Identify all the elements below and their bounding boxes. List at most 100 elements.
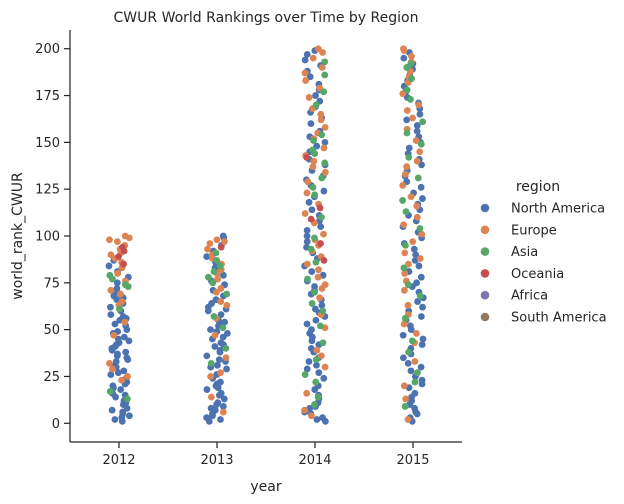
- legend-marker: [480, 247, 490, 256]
- data-point: [404, 281, 412, 289]
- data-point: [405, 348, 413, 356]
- data-point: [415, 262, 423, 270]
- data-point: [413, 213, 421, 221]
- data-point: [308, 300, 316, 307]
- data-point: [307, 344, 315, 352]
- data-point: [113, 285, 121, 292]
- data-point: [203, 386, 211, 393]
- y-tick-label: 50: [43, 323, 60, 338]
- data-point: [126, 412, 133, 420]
- y-tick-label: 75: [43, 276, 60, 291]
- data-point: [216, 346, 224, 354]
- data-point: [404, 301, 412, 309]
- data-point: [414, 369, 421, 377]
- data-point: [301, 69, 309, 77]
- data-point: [115, 253, 122, 260]
- data-point: [306, 73, 314, 81]
- data-point: [301, 406, 308, 414]
- y-ticks: 0 25 50 75 100 125 150 175 200: [35, 42, 70, 432]
- data-point: [418, 341, 426, 349]
- data-point: [214, 399, 222, 407]
- data-point: [311, 191, 319, 199]
- data-point: [318, 64, 326, 71]
- data-point: [220, 395, 228, 403]
- data-point: [321, 281, 329, 289]
- data-point: [217, 311, 225, 319]
- data-point: [107, 371, 115, 378]
- legend-label: Africa: [511, 289, 548, 304]
- data-point: [401, 249, 409, 257]
- data-point: [418, 230, 426, 238]
- legend-marker: [480, 225, 490, 235]
- chart-title: CWUR World Rankings over Time by Region: [114, 10, 419, 26]
- data-point: [318, 301, 326, 309]
- y-tick-label: 200: [35, 42, 60, 57]
- data-point: [204, 245, 211, 253]
- data-point: [321, 58, 329, 66]
- data-point: [314, 45, 322, 53]
- data-point: [415, 101, 423, 109]
- data-point: [222, 354, 230, 362]
- legend-label: North America: [511, 202, 605, 217]
- data-point: [312, 378, 320, 386]
- data-point: [320, 256, 328, 264]
- data-point: [217, 378, 224, 386]
- data-point: [219, 403, 227, 410]
- data-point: [399, 182, 407, 189]
- data-point: [313, 361, 320, 369]
- data-point: [219, 324, 227, 332]
- data-point: [312, 258, 320, 266]
- data-point: [315, 369, 323, 377]
- data-point: [125, 337, 133, 345]
- data-point: [417, 183, 425, 191]
- data-point: [211, 331, 219, 339]
- data-point: [407, 95, 414, 103]
- data-point: [120, 367, 128, 375]
- data-point: [413, 122, 421, 129]
- data-point: [306, 404, 314, 412]
- data-point: [217, 285, 225, 292]
- data-point: [403, 107, 411, 114]
- data-point: [107, 303, 114, 311]
- data-point: [307, 412, 315, 420]
- data-point: [222, 344, 230, 352]
- data-point: [412, 137, 420, 144]
- data-point: [316, 322, 324, 330]
- data-point: [419, 195, 426, 202]
- y-tick-label: 25: [43, 370, 60, 385]
- data-point: [211, 343, 219, 350]
- data-point: [401, 286, 408, 294]
- data-point: [320, 187, 328, 195]
- data-point: [317, 352, 325, 360]
- data-point: [318, 213, 325, 221]
- data-point: [124, 395, 131, 403]
- data-point: [217, 298, 225, 305]
- data-point: [413, 202, 421, 210]
- data-point: [403, 86, 411, 94]
- data-points: [105, 45, 427, 425]
- data-point: [209, 279, 217, 287]
- data-point: [119, 243, 126, 251]
- data-point: [400, 221, 408, 229]
- x-tick-label: 2012: [102, 453, 135, 468]
- data-point: [105, 359, 113, 367]
- data-point: [214, 361, 221, 369]
- data-point: [320, 374, 328, 382]
- data-point: [205, 273, 212, 281]
- data-point: [117, 386, 125, 393]
- data-point: [403, 129, 411, 137]
- y-tick-label: 175: [35, 89, 60, 104]
- data-point: [113, 238, 121, 246]
- data-point: [303, 189, 311, 197]
- data-point: [319, 339, 327, 347]
- data-point: [399, 331, 407, 339]
- data-point: [304, 275, 311, 283]
- data-point: [121, 232, 129, 240]
- data-point: [219, 408, 227, 416]
- y-axis: 0 25 50 75 100 125 150 175 200 world_rank_CWUR: [10, 30, 71, 442]
- data-point: [405, 260, 412, 268]
- data-point: [399, 197, 407, 204]
- data-point: [109, 382, 117, 390]
- data-point: [317, 116, 325, 124]
- data-point: [419, 118, 427, 126]
